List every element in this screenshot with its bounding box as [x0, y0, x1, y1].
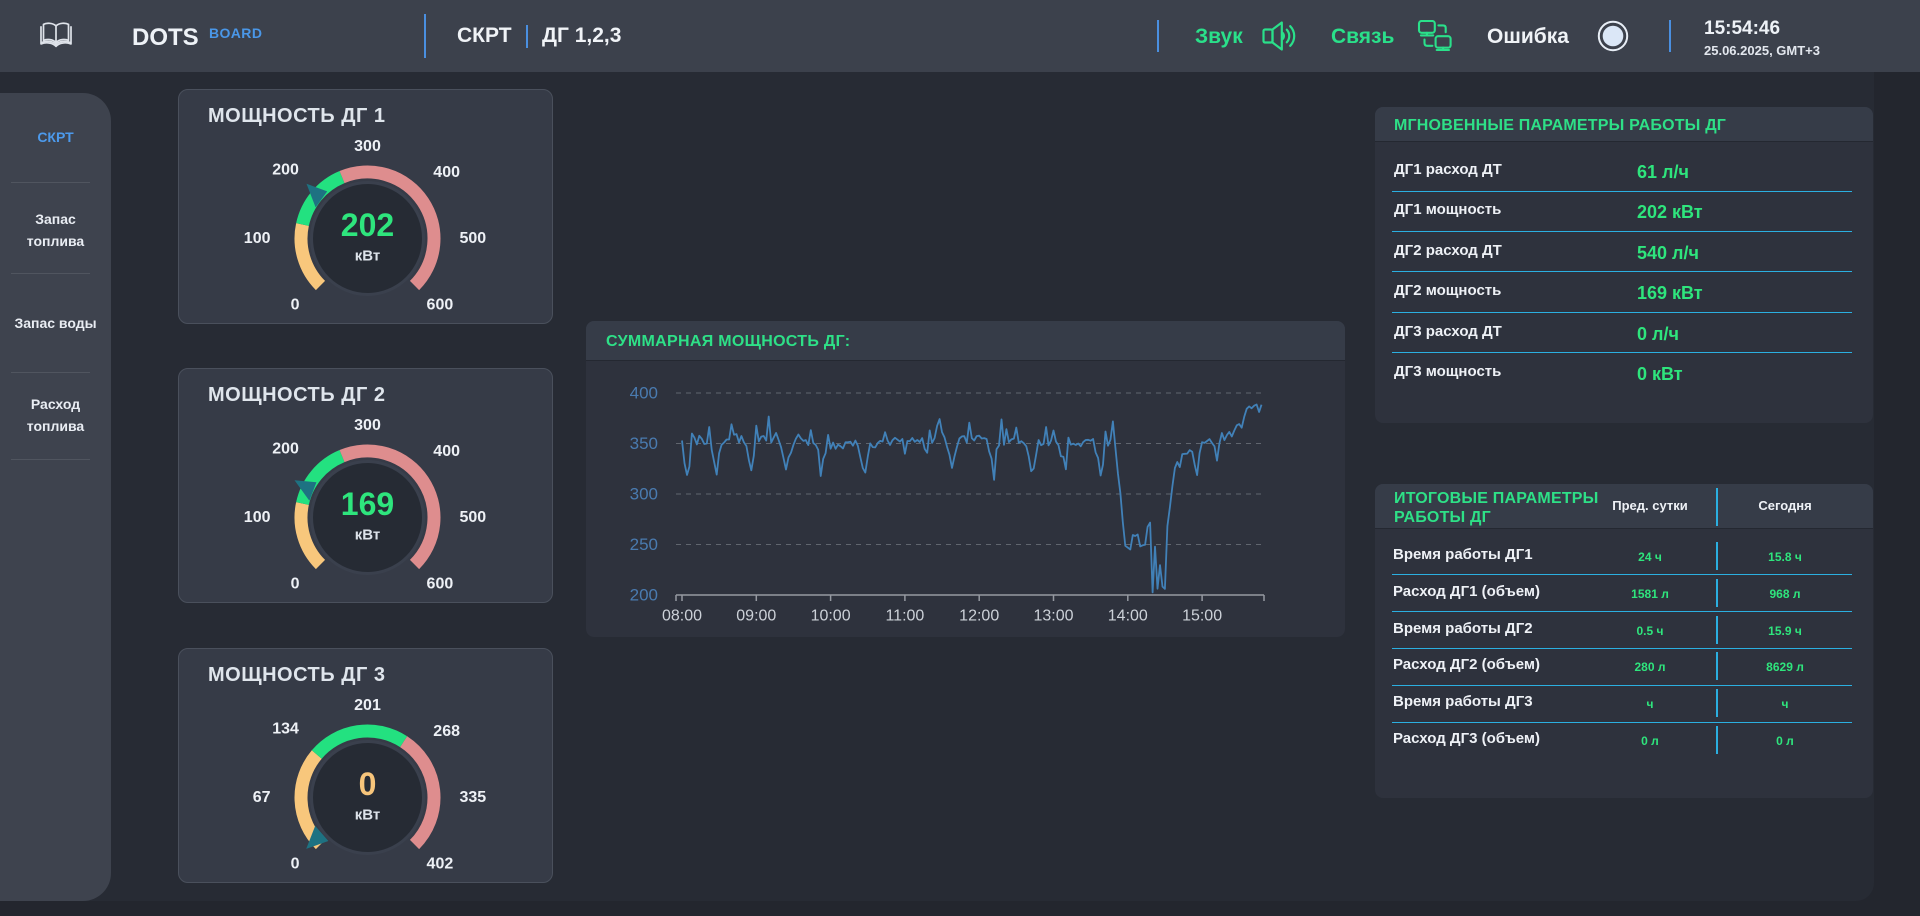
svg-text:400: 400 [630, 384, 658, 403]
svg-text:08:00: 08:00 [662, 608, 702, 625]
svg-text:600: 600 [427, 297, 454, 314]
svg-text:100: 100 [244, 230, 271, 247]
svg-text:300: 300 [354, 138, 381, 155]
svg-text:134: 134 [272, 720, 299, 737]
svg-text:100: 100 [244, 509, 271, 526]
svg-text:201: 201 [354, 697, 381, 714]
svg-text:402: 402 [427, 856, 454, 873]
svg-text:кВт: кВт [355, 807, 381, 824]
svg-text:200: 200 [272, 161, 299, 178]
svg-text:кВт: кВт [355, 248, 381, 265]
svg-text:0: 0 [291, 856, 300, 873]
svg-text:0: 0 [291, 297, 300, 314]
svg-text:15:00: 15:00 [1182, 608, 1222, 625]
svg-text:13:00: 13:00 [1033, 608, 1073, 625]
svg-text:12:00: 12:00 [959, 608, 999, 625]
svg-text:500: 500 [460, 509, 487, 526]
svg-text:11:00: 11:00 [885, 608, 924, 625]
svg-text:10:00: 10:00 [811, 608, 851, 625]
svg-text:500: 500 [460, 230, 487, 247]
svg-text:67: 67 [253, 789, 271, 806]
svg-text:14:00: 14:00 [1108, 608, 1148, 625]
svg-text:335: 335 [460, 789, 487, 806]
svg-text:300: 300 [354, 417, 381, 434]
svg-text:202: 202 [341, 207, 394, 243]
svg-text:200: 200 [630, 586, 658, 605]
svg-text:400: 400 [433, 443, 460, 460]
svg-text:600: 600 [427, 576, 454, 593]
svg-text:350: 350 [630, 434, 658, 453]
svg-text:09:00: 09:00 [736, 608, 776, 625]
svg-text:кВт: кВт [355, 527, 381, 544]
svg-text:200: 200 [272, 440, 299, 457]
svg-text:169: 169 [341, 486, 394, 522]
svg-text:300: 300 [630, 485, 658, 504]
svg-text:268: 268 [433, 723, 460, 740]
svg-text:0: 0 [359, 766, 377, 802]
svg-text:250: 250 [630, 535, 658, 554]
svg-text:0: 0 [291, 576, 300, 593]
svg-text:400: 400 [433, 164, 460, 181]
